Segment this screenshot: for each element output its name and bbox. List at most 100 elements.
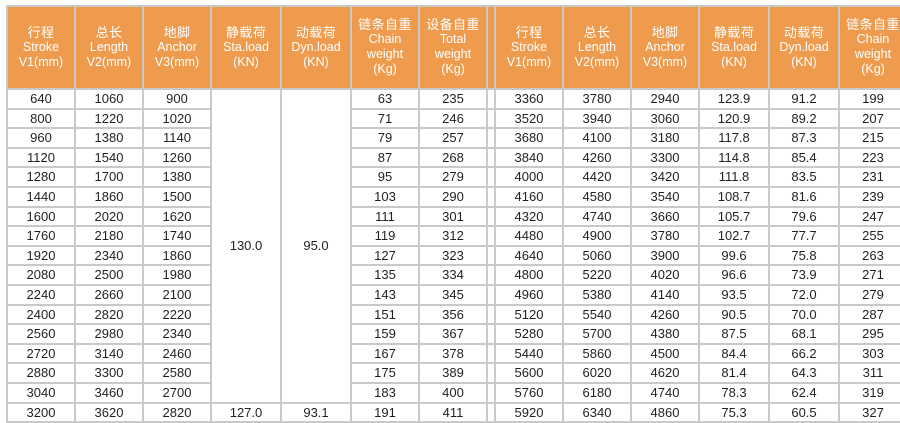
- half-table-divider: [488, 364, 494, 382]
- half-table-divider: [488, 90, 494, 108]
- table-row: 2400 2820 2220 151 356 5120 5540 4260 90.5 70.0 28…: [8, 305, 900, 324]
- header-line: Length: [89, 39, 129, 54]
- header-line: 总长: [95, 24, 123, 40]
- cell-right-anchor: 4620: [632, 364, 698, 382]
- cell-left-anchor: 2580: [144, 364, 210, 382]
- cell-right-dynamic-load: 60.5: [770, 403, 838, 422]
- cell-right-static-load: 105.7: [700, 207, 768, 226]
- header-line: 链条自重: [358, 17, 412, 32]
- cell-right-length: 5860: [564, 344, 630, 363]
- cell-right-anchor: 3420: [632, 168, 698, 186]
- header-line: (Kg): [373, 62, 397, 76]
- cell-right-static-load: 102.7: [700, 227, 768, 245]
- column-header-right-chain: 链条自重 Chain weight (Kg): [840, 7, 900, 88]
- cell-right-dynamic-load: 81.6: [770, 187, 838, 206]
- cell-left-total-weight: 279: [420, 168, 486, 186]
- header-line: 动载荷: [295, 24, 337, 40]
- half-table-divider: [488, 7, 494, 88]
- cell-right-dynamic-load: 68.1: [770, 325, 838, 343]
- cell-right-dynamic-load: 79.6: [770, 207, 838, 226]
- cell-left-anchor: 2700: [144, 383, 210, 402]
- cell-left-stroke: 1600: [8, 207, 74, 226]
- cell-right-length: 4740: [564, 207, 630, 226]
- column-header-right-anchor: 地脚 Anchor V3(mm): [632, 7, 698, 88]
- cell-left-stroke: 800: [8, 109, 74, 128]
- table-row: 2240 2660 2100 143 345 4960 5380 4140 93.5 72.0 27…: [8, 285, 900, 304]
- cell-right-static-load: 99.6: [700, 246, 768, 265]
- cell-left-stroke: 2240: [8, 285, 74, 304]
- header-line: V3(mm): [642, 54, 688, 69]
- cell-right-anchor: 3540: [632, 187, 698, 206]
- cell-right-static-load: 123.9: [700, 90, 768, 108]
- cell-right-length: 5060: [564, 246, 630, 265]
- column-header-right-stroke: 行程 Stroke V1(mm): [496, 7, 562, 88]
- cell-left-length: 3460: [76, 383, 142, 402]
- half-table-divider: [488, 109, 494, 128]
- cell-right-length: 6180: [564, 383, 630, 402]
- header-line: 地脚: [651, 24, 679, 40]
- cell-left-length: 2500: [76, 266, 142, 284]
- cell-right-anchor: 3300: [632, 148, 698, 167]
- cell-left-length: 2020: [76, 207, 142, 226]
- cell-left-stroke: 2880: [8, 364, 74, 382]
- header-line: (KN): [791, 54, 817, 69]
- cell-right-dynamic-load: 66.2: [770, 344, 838, 363]
- cell-right-stroke: 5760: [496, 383, 562, 402]
- cell-left-total-weight: 367: [420, 325, 486, 343]
- cell-left-stroke: 2560: [8, 325, 74, 343]
- cell-right-anchor: 3660: [632, 207, 698, 226]
- half-table-divider: [488, 246, 494, 265]
- cell-right-static-load: 108.7: [700, 187, 768, 206]
- header-line: weight: [366, 47, 404, 61]
- half-table-divider: [488, 344, 494, 363]
- cell-left-chain-weight: 87: [352, 148, 418, 167]
- cell-right-dynamic-load: 70.0: [770, 305, 838, 324]
- header-line: 动载荷: [783, 24, 825, 40]
- cell-right-chain-weight: 247: [840, 207, 900, 226]
- cell-left-length: 3140: [76, 344, 142, 363]
- cell-left-stroke: 1280: [8, 168, 74, 186]
- cell-left-total-weight: 400: [420, 383, 486, 402]
- cell-right-length: 3780: [564, 90, 630, 108]
- table-row: 2560 2980 2340 159 367 5280 5700 4380 87.5 68.1 29…: [8, 325, 900, 343]
- cell-left-stroke: 1440: [8, 187, 74, 206]
- cell-right-stroke: 4800: [496, 266, 562, 284]
- cell-right-anchor: 3180: [632, 129, 698, 147]
- cell-left-length: 2820: [76, 305, 142, 324]
- half-table-divider: [488, 227, 494, 245]
- cell-left-chain-weight: 175: [352, 364, 418, 382]
- header-line: 总长: [583, 24, 611, 40]
- column-header-right-sta-load: 静载荷 Sta.load (KN): [700, 7, 768, 88]
- header-line: weight: [434, 47, 472, 61]
- cell-right-stroke: 4000: [496, 168, 562, 186]
- cell-left-chain-weight: 119: [352, 227, 418, 245]
- cell-left-anchor: 2340: [144, 325, 210, 343]
- cell-right-static-load: 81.4: [700, 364, 768, 382]
- cell-left-total-weight: 257: [420, 129, 486, 147]
- cell-right-length: 6340: [564, 403, 630, 422]
- half-table-divider: [488, 207, 494, 226]
- header-line: Dyn.load: [291, 39, 341, 54]
- cell-right-length: 6020: [564, 364, 630, 382]
- cell-right-dynamic-load: 75.8: [770, 246, 838, 265]
- header-line: Anchor: [645, 39, 685, 54]
- cell-left-chain-weight: 151: [352, 305, 418, 324]
- cell-right-static-load: 120.9: [700, 109, 768, 128]
- cell-left-anchor: 1500: [144, 187, 210, 206]
- cell-right-chain-weight: 303: [840, 344, 900, 363]
- cell-left-stroke: 2720: [8, 344, 74, 363]
- header-line: V2(mm): [574, 54, 620, 69]
- cell-right-dynamic-load: 73.9: [770, 266, 838, 284]
- cell-right-length: 4100: [564, 129, 630, 147]
- cell-left-total-weight: 378: [420, 344, 486, 363]
- cell-right-anchor: 4020: [632, 266, 698, 284]
- cell-right-dynamic-load: 72.0: [770, 285, 838, 304]
- cell-left-stroke: 1120: [8, 148, 74, 167]
- column-header-left-total: 设备自重 Total weight (Kg): [420, 7, 486, 88]
- cell-left-chain-weight: 71: [352, 109, 418, 128]
- cell-right-chain-weight: 327: [840, 403, 900, 422]
- cell-right-static-load: 111.8: [700, 168, 768, 186]
- cell-left-chain-weight: 127: [352, 246, 418, 265]
- cell-left-anchor: 1980: [144, 266, 210, 284]
- header-line: V1(mm): [506, 54, 552, 69]
